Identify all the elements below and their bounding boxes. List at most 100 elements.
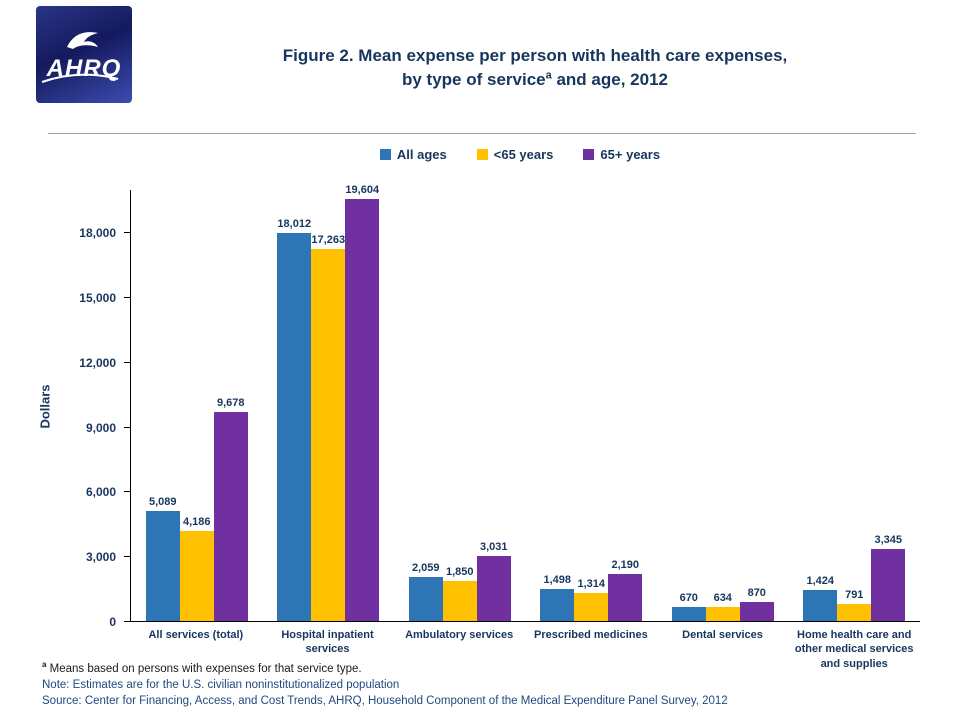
x-axis-labels: All services (total) Hospital inpatient s…: [130, 626, 920, 673]
bar: [574, 592, 609, 621]
bar: [476, 555, 511, 621]
bar-wrap: 3,345: [871, 534, 906, 621]
legend-label: All ages: [396, 147, 447, 162]
x-axis-category-label: Prescribed medicines: [533, 629, 648, 641]
bar-group: 5,089 4,186 9,678: [131, 190, 263, 621]
footnote-text: Means based on persons with expenses for…: [46, 662, 362, 675]
bar-value-label: 19,604: [345, 183, 380, 196]
bar: [277, 232, 312, 621]
x-axis-category-label: Ambulatory services: [405, 629, 514, 641]
plot-area: 5,089 4,186 9,678 18,012 17,263 19,604 2,059 1,…: [130, 184, 921, 622]
bar-value-label: 9,678: [216, 397, 245, 410]
ahrq-logo: AHRQ: [36, 6, 132, 103]
bar-value-label: 1,498: [543, 573, 572, 586]
bar-value-label: 1,424: [806, 575, 835, 588]
bar-value-label: 5,089: [148, 496, 177, 509]
y-axis-ticks: 0 3,000 6,000 9,000 12,000 15,000 18,000: [0, 190, 130, 629]
y-tick-label: 6,000: [85, 485, 116, 500]
header-divider: [48, 133, 916, 134]
source-line: Source: Center for Financing, Access, an…: [42, 695, 728, 707]
bar-value-label: 3,031: [479, 540, 508, 553]
bar: [408, 576, 443, 621]
legend-swatch-icon: [379, 149, 391, 160]
y-tick-label: 0: [109, 615, 116, 629]
y-tick-mark: [124, 232, 130, 234]
title-line-2: by type of service: [402, 69, 546, 89]
note-line: Note: Estimates are for the U.S. civilia…: [42, 679, 400, 691]
x-axis-category-label: Dental services: [682, 629, 763, 641]
bar-group: 1,424 791 3,345: [789, 190, 921, 621]
bar-wrap: 1,850: [442, 566, 477, 621]
bar: [705, 607, 740, 621]
bar-wrap: 1,424: [803, 575, 838, 621]
bar-wrap: 18,012: [277, 218, 312, 621]
legend-label: 65+ years: [600, 147, 661, 162]
bar: [540, 588, 575, 621]
y-tick-mark: [124, 297, 130, 298]
bar-wrap: 670: [671, 592, 706, 621]
bar: [739, 602, 774, 621]
bar-value-label: 17,263: [311, 233, 346, 246]
bar: [442, 581, 477, 621]
y-tick-mark: [124, 426, 130, 428]
bar-value-label: 1,850: [445, 566, 474, 579]
bar-wrap: 2,190: [608, 559, 643, 621]
bar-value-label: 18,012: [277, 217, 312, 230]
bar-wrap: 5,089: [145, 496, 180, 621]
title-superscript: a: [545, 69, 552, 82]
title-line-1: Figure 2. Mean expense per person with h…: [282, 46, 788, 65]
bar-value-label: 4,186: [182, 515, 211, 528]
footnote: a Means based on persons with expenses f…: [42, 660, 362, 675]
x-axis-category-label: Home health care and other medical servi…: [794, 629, 914, 670]
bar: [213, 412, 248, 621]
legend-item: All ages: [379, 147, 447, 162]
footnote-marker: a: [42, 660, 47, 669]
bar-wrap: 2,059: [408, 562, 443, 621]
bar-group: 1,498 1,314 2,190: [526, 190, 658, 621]
bar-value-label: 3,345: [874, 533, 903, 546]
bar: [345, 198, 380, 621]
bar-value-label: 870: [747, 587, 766, 600]
bar-value-label: 2,059: [411, 561, 440, 574]
y-tick-label: 15,000: [79, 291, 116, 305]
bar-value-label: 634: [713, 592, 732, 605]
legend-swatch-icon: [583, 149, 595, 160]
legend-item: <65 years: [476, 147, 554, 162]
bar-wrap: 9,678: [213, 397, 248, 621]
bar-wrap: 791: [837, 589, 872, 621]
bar-chart: Dollars 0 3,000 6,000 9,000 12,000 15,000 18,0…: [0, 170, 960, 670]
bar-wrap: 1,498: [540, 574, 575, 621]
bar: [311, 248, 346, 621]
bar-group: 670 634 870: [657, 190, 789, 621]
y-tick-label: 12,000: [79, 355, 116, 370]
chart-legend: All ages <65 years 65+ years: [80, 147, 960, 162]
bar: [871, 548, 906, 621]
y-tick-label: 3,000: [85, 550, 116, 565]
legend-label: <65 years: [493, 147, 554, 162]
bar: [671, 606, 706, 621]
bar: [145, 511, 180, 621]
y-tick-mark: [124, 556, 130, 558]
hhs-eagle-icon: [67, 31, 98, 49]
legend-item: 65+ years: [583, 147, 660, 162]
bar: [179, 530, 214, 621]
y-tick-mark: [124, 361, 130, 363]
bar-value-label: 791: [845, 588, 864, 601]
bar-group: 2,059 1,850 3,031: [394, 190, 526, 621]
bar-wrap: 19,604: [345, 184, 380, 621]
bar: [837, 603, 872, 621]
y-tick-label: 18,000: [79, 226, 116, 241]
y-tick-mark: [124, 491, 130, 493]
bar-wrap: 1,314: [574, 578, 609, 621]
bar: [803, 590, 838, 621]
bar-value-label: 2,190: [611, 558, 640, 571]
legend-swatch-icon: [476, 149, 488, 160]
bar-wrap: 17,263: [311, 234, 346, 621]
bar-wrap: 4,186: [179, 516, 214, 621]
ahrq-swoosh-icon: [41, 73, 118, 83]
bar-wrap: 870: [739, 587, 774, 621]
bar-wrap: 3,031: [476, 541, 511, 621]
bar-value-label: 670: [679, 591, 698, 604]
y-tick-label: 9,000: [85, 420, 116, 435]
x-axis-category-label: Hospital inpatient services: [281, 629, 374, 656]
